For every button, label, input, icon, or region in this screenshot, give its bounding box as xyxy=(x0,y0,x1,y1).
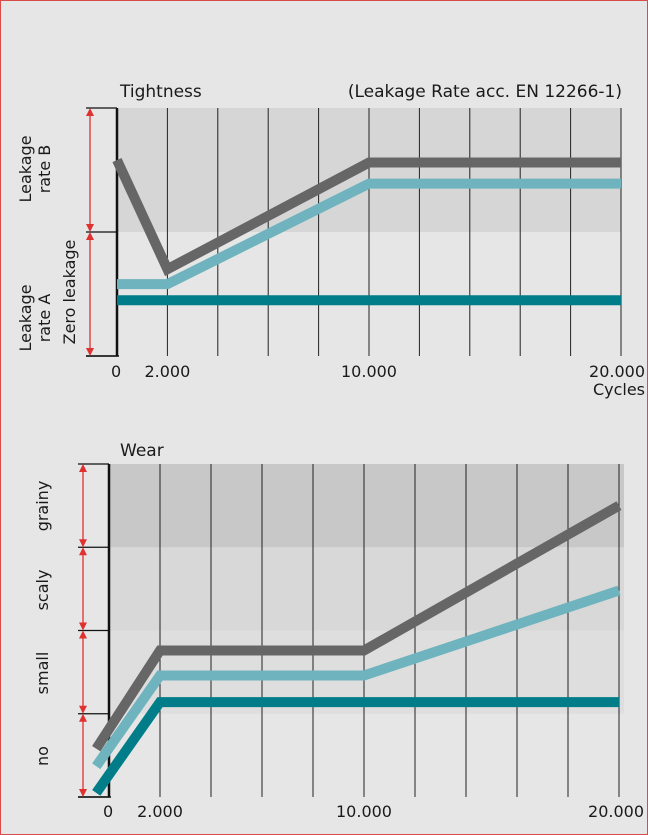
tightness-subtitle: (Leakage Rate acc. EN 12266-1) xyxy=(348,82,622,102)
tightness-x-axis-title: Cycles xyxy=(593,380,645,399)
wear-x-tick-labels: 0 2.000 10.000 20.000 xyxy=(103,802,644,821)
wear-zone-scaly-label-group: scaly xyxy=(33,570,52,611)
t-series-0-line xyxy=(112,157,621,277)
tightness-title: Tightness xyxy=(119,82,202,102)
t-zone-arrow-1 xyxy=(86,108,94,232)
wear-zone-no-label: no xyxy=(33,746,52,766)
wear-series xyxy=(92,501,622,796)
t-x-tick-label-0: 0 xyxy=(111,362,121,381)
w-zone-arrow-3 xyxy=(79,464,87,548)
wear-zone-small-label: small xyxy=(33,652,52,695)
w-x-tick-label-2: 10.000 xyxy=(336,802,392,821)
wear-zone-arrows xyxy=(79,464,87,797)
tightness-series xyxy=(112,157,621,306)
w-series-0-line xyxy=(92,501,622,752)
t-x-tick-label-3: 20.000 xyxy=(589,362,645,381)
w-x-tick-label-1: 2.000 xyxy=(137,802,183,821)
w-x-tick-label-0: 0 xyxy=(103,802,113,821)
tightness-zone-arrows xyxy=(86,108,94,356)
tightness-zone-a-line-1: Leakage xyxy=(16,284,35,351)
tightness-zone-b-line-1: Leakage xyxy=(16,135,35,202)
tightness-zone-b-label: Leakage rate B xyxy=(16,135,54,202)
w-zone-arrow-2 xyxy=(79,547,87,631)
t-series-1-line xyxy=(117,178,621,290)
wear-zone-no-label-group: no xyxy=(33,746,52,766)
wear-zone-grainy xyxy=(109,464,624,548)
w-series-1-line xyxy=(92,585,621,770)
tightness-zone-a-label: Leakage rate A xyxy=(16,284,54,351)
w-zone-arrow-1 xyxy=(79,630,87,714)
t-x-tick-label-2: 10.000 xyxy=(341,362,397,381)
w-x-tick-label-3: 20.000 xyxy=(588,802,644,821)
wear-grid xyxy=(159,464,620,797)
wear-chart: 0 2.000 10.000 20.000 Wear no small scaly g… xyxy=(33,441,644,821)
w-series-2-line xyxy=(92,697,619,796)
t-zone-arrow-0 xyxy=(86,232,94,356)
tightness-zone-a-line-2: rate A xyxy=(35,294,54,343)
wear-title: Wear xyxy=(120,441,164,461)
wear-zone-scaly-label: scaly xyxy=(33,570,52,611)
wear-zone-grainy-label-group: grainy xyxy=(33,481,52,532)
tightness-axes xyxy=(86,107,119,357)
tightness-zero-leakage-label: Zero leakage xyxy=(60,240,79,345)
wear-zone-small-label-group: small xyxy=(33,652,52,695)
tightness-chart: 0 2.000 10.000 20.000 Tightness (Leakage Ra… xyxy=(16,82,645,399)
w-zone-arrow-0 xyxy=(79,713,87,797)
t-x-tick-label-1: 2.000 xyxy=(144,362,190,381)
tightness-zero-leakage-text: Zero leakage xyxy=(60,240,79,345)
wear-zone-grainy-label: grainy xyxy=(33,481,52,532)
tightness-zone-b-line-2: rate B xyxy=(35,145,54,194)
tightness-x-tick-labels: 0 2.000 10.000 20.000 xyxy=(111,362,645,381)
